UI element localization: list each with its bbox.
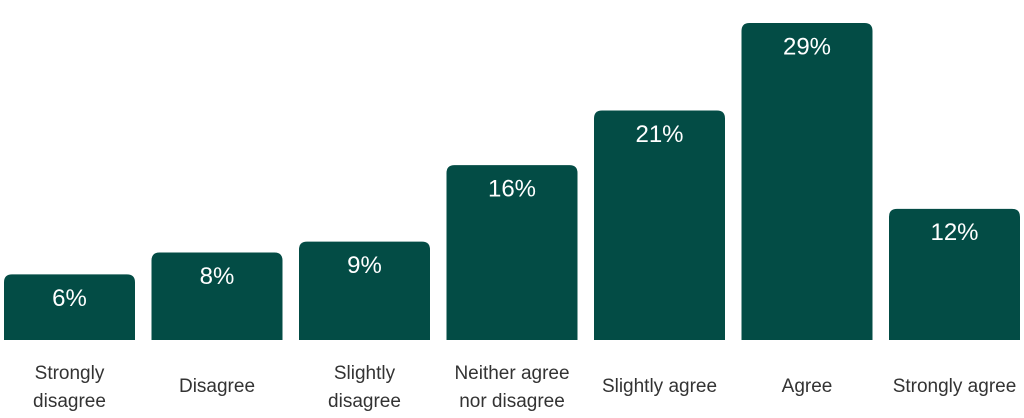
- bar: [4, 274, 135, 340]
- value-label: 8%: [200, 263, 235, 290]
- category-label: Slightly agree: [601, 376, 718, 397]
- category-label: Strongly disagree: [33, 363, 106, 412]
- value-label: 6%: [52, 285, 87, 312]
- value-label: 12%: [930, 219, 978, 246]
- bar: [889, 208, 1020, 340]
- bar: [741, 23, 873, 340]
- category-label: Neither agree nor disagree: [454, 363, 570, 412]
- value-label: 9%: [347, 252, 382, 279]
- value-label: 29%: [783, 33, 831, 60]
- bar: [446, 165, 578, 340]
- value-label: 16%: [488, 175, 536, 202]
- bar: [594, 110, 725, 340]
- bar: [299, 241, 430, 340]
- category-label: Agree: [781, 376, 833, 397]
- category-label: Disagree: [178, 376, 256, 397]
- bar: [151, 252, 283, 340]
- category-label: Slightly disagree: [328, 363, 401, 412]
- value-label: 21%: [635, 121, 683, 148]
- category-label: Strongly agree: [892, 376, 1017, 397]
